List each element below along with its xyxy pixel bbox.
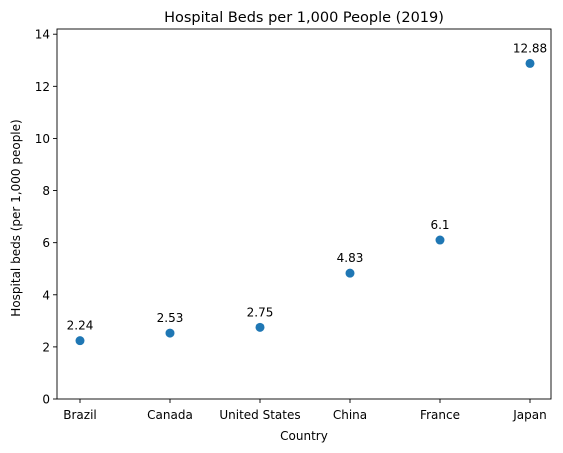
plot-area: 0 2 4 6 8 10 12 14 Brazil Canada United States Chin… (35, 28, 547, 422)
chart-title: Hospital Beds per 1,000 People (2019) (164, 10, 444, 26)
y-axis-label: Hospital beds (per 1,000 people) (9, 119, 23, 316)
x-axis-label: Country (280, 429, 328, 443)
y-tick-label: 6 (42, 236, 50, 250)
x-tick-label: China (333, 408, 367, 422)
y-tick-label: 14 (35, 28, 50, 42)
data-label: 2.75 (247, 305, 274, 319)
y-tick-label: 10 (35, 132, 50, 146)
y-tick-label: 0 (42, 393, 50, 407)
data-label: 4.83 (337, 251, 364, 265)
data-point (525, 58, 535, 68)
axes-frame (56, 28, 552, 400)
y-tick-label: 2 (42, 340, 50, 354)
y-tick-label: 8 (42, 184, 50, 198)
x-tick-label: Canada (147, 408, 193, 422)
y-tick-label: 12 (35, 80, 50, 94)
data-label: 2.53 (157, 311, 184, 325)
data-label: 2.24 (67, 319, 94, 333)
data-point (165, 328, 175, 338)
y-tick-label: 4 (42, 288, 50, 302)
x-tick-label: United States (219, 408, 300, 422)
data-label: 6.1 (430, 218, 449, 232)
data-point (255, 322, 265, 332)
data-label: 12.88 (513, 41, 547, 55)
data-point (75, 336, 85, 346)
x-tick-label: France (420, 408, 460, 422)
data-point (435, 235, 445, 245)
data-point (345, 268, 355, 278)
x-tick-label: Brazil (63, 408, 97, 422)
x-tick-label: Japan (512, 408, 546, 422)
